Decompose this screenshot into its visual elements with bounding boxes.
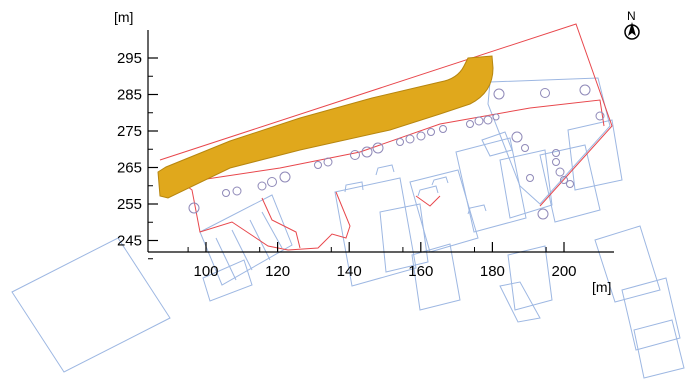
tree bbox=[566, 180, 574, 188]
tree bbox=[396, 138, 404, 146]
parcel-boundaries bbox=[159, 23, 613, 251]
building-outline bbox=[215, 237, 237, 281]
building-outline bbox=[481, 131, 513, 157]
north-label: N bbox=[627, 9, 636, 23]
building-outline bbox=[334, 177, 417, 287]
building-outline bbox=[633, 319, 685, 379]
tree bbox=[279, 171, 291, 183]
y-axis-tick-label: 265 bbox=[117, 160, 142, 177]
tree bbox=[323, 157, 333, 167]
parcel-boundary bbox=[159, 23, 613, 207]
building-outline bbox=[344, 181, 364, 193]
tree bbox=[579, 84, 591, 96]
tree bbox=[361, 146, 373, 158]
parcel-boundary bbox=[529, 99, 605, 127]
parcel-boundary bbox=[165, 169, 351, 251]
building-outline bbox=[231, 229, 253, 271]
x-axis-tick-label: 140 bbox=[337, 263, 362, 280]
tree bbox=[257, 181, 267, 191]
parcel-boundary bbox=[415, 195, 441, 207]
tree bbox=[232, 186, 242, 196]
tree bbox=[372, 142, 384, 154]
y-axis-tick-label: 275 bbox=[117, 123, 142, 140]
x-axis-tick-label: 160 bbox=[408, 263, 433, 280]
tree bbox=[492, 113, 500, 121]
trees bbox=[188, 84, 605, 220]
tree bbox=[483, 115, 493, 125]
y-axis-ticks: 295 285 275 265 255 245 bbox=[117, 50, 158, 260]
y-axis-tick-label: 285 bbox=[117, 87, 142, 104]
axes: 295 285 275 265 255 245 100 120 140 160 180 200 [m… bbox=[114, 9, 614, 295]
building-outline bbox=[567, 119, 623, 191]
tree bbox=[474, 116, 484, 126]
y-axis-tick-label: 255 bbox=[117, 196, 142, 213]
tree bbox=[405, 134, 415, 144]
building-outline bbox=[249, 219, 271, 261]
building-outline bbox=[202, 259, 253, 302]
building-outline bbox=[507, 245, 553, 311]
building-outline bbox=[261, 211, 283, 249]
tree bbox=[511, 131, 523, 143]
tree bbox=[439, 125, 447, 133]
y-axis-tick-label: 245 bbox=[117, 233, 142, 250]
north-arrow-icon bbox=[628, 22, 636, 36]
tree bbox=[416, 131, 426, 141]
x-axis-tick-label: 180 bbox=[480, 263, 505, 280]
y-axis-tick-label: 295 bbox=[117, 50, 142, 67]
x-axis-tick-label: 100 bbox=[193, 263, 218, 280]
building-outline bbox=[455, 137, 527, 233]
building-outline bbox=[409, 169, 479, 253]
building-outline bbox=[411, 243, 461, 311]
tree bbox=[552, 158, 560, 166]
x-axis-tick-label: 120 bbox=[265, 263, 290, 280]
tree bbox=[595, 111, 605, 121]
building-outline bbox=[11, 237, 171, 373]
tree bbox=[493, 88, 505, 100]
tree bbox=[540, 88, 550, 98]
tree bbox=[427, 128, 435, 136]
tree bbox=[555, 167, 565, 177]
building-outline bbox=[417, 185, 439, 197]
building-outline bbox=[499, 149, 553, 219]
building-outlines bbox=[11, 77, 685, 379]
building-outline bbox=[487, 77, 611, 205]
tree bbox=[560, 176, 568, 184]
building-outline bbox=[431, 176, 449, 186]
tree bbox=[314, 161, 322, 169]
y-axis-unit-label: [m] bbox=[114, 9, 133, 25]
building-outline bbox=[499, 281, 541, 323]
building-outline bbox=[379, 203, 429, 273]
building-outline bbox=[375, 164, 395, 176]
building-outline bbox=[621, 277, 681, 351]
building-outline bbox=[467, 204, 487, 215]
north-arrow: N bbox=[624, 9, 640, 40]
tree bbox=[552, 149, 560, 157]
highlighted-area bbox=[157, 55, 494, 199]
tree bbox=[466, 120, 474, 128]
parcel-boundary bbox=[261, 197, 301, 249]
x-axis-tick-label: 200 bbox=[551, 263, 576, 280]
x-axis-unit-label: [m] bbox=[592, 279, 611, 295]
tree bbox=[526, 174, 534, 182]
building-outline bbox=[594, 225, 661, 303]
tree bbox=[267, 177, 277, 187]
building-outline bbox=[199, 194, 293, 286]
tree bbox=[521, 144, 529, 152]
parcel-boundary bbox=[199, 107, 531, 181]
tree bbox=[222, 189, 230, 197]
tree bbox=[537, 208, 549, 220]
tree bbox=[188, 202, 200, 214]
tree bbox=[350, 150, 360, 160]
x-axis-ticks: 100 120 140 160 180 200 bbox=[187, 242, 577, 280]
